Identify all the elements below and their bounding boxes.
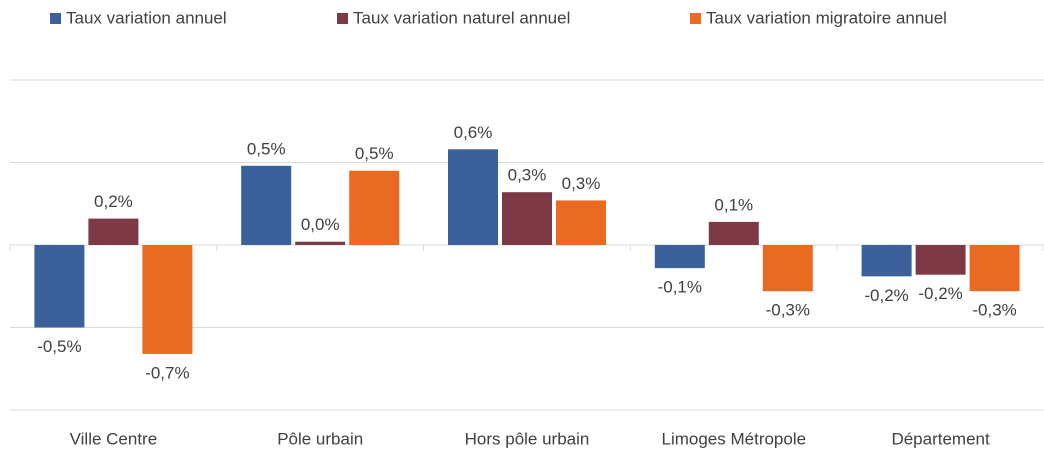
data-label: 0,0% (301, 215, 340, 234)
bar (241, 165, 292, 245)
data-label: 0,5% (355, 144, 394, 163)
data-label: -0,1% (658, 278, 702, 297)
bar (448, 149, 498, 245)
bar (349, 170, 400, 245)
data-label: 0,6% (454, 123, 493, 142)
bar (915, 245, 966, 275)
x-tick-label: Limoges Métropole (662, 429, 807, 448)
legend-label: Taux variation migratoire annuel (706, 8, 947, 27)
data-label: 0,3% (508, 166, 547, 185)
legend-label: Taux variation annuel (66, 8, 227, 27)
bar (762, 245, 813, 292)
legend-swatch (690, 13, 701, 24)
x-tick-label: Ville Centre (70, 429, 158, 448)
data-label: 0,5% (247, 139, 286, 158)
bar (142, 245, 193, 354)
data-label: 0,2% (94, 192, 133, 211)
x-tick-label: Département (891, 429, 990, 448)
bar (861, 245, 912, 277)
data-label: -0,2% (918, 284, 962, 303)
bar (969, 245, 1020, 292)
bar (708, 221, 759, 245)
bar (654, 245, 705, 269)
data-label: -0,3% (972, 301, 1016, 320)
data-label: -0,3% (766, 301, 810, 320)
bar (295, 241, 346, 245)
data-label: 0,1% (714, 195, 753, 214)
x-tick-label: Pôle urbain (277, 429, 363, 448)
legend-swatch (337, 13, 348, 24)
bar (34, 245, 85, 328)
data-label: 0,3% (562, 174, 601, 193)
legend-swatch (50, 13, 61, 24)
bar (556, 200, 606, 245)
bar (88, 218, 139, 245)
legend-label: Taux variation naturel annuel (353, 8, 570, 27)
data-label: -0,2% (864, 286, 908, 305)
bar (502, 192, 552, 245)
x-tick-label: Hors pôle urbain (465, 429, 590, 448)
data-label: -0,5% (37, 337, 81, 356)
data-label: -0,7% (145, 363, 189, 382)
